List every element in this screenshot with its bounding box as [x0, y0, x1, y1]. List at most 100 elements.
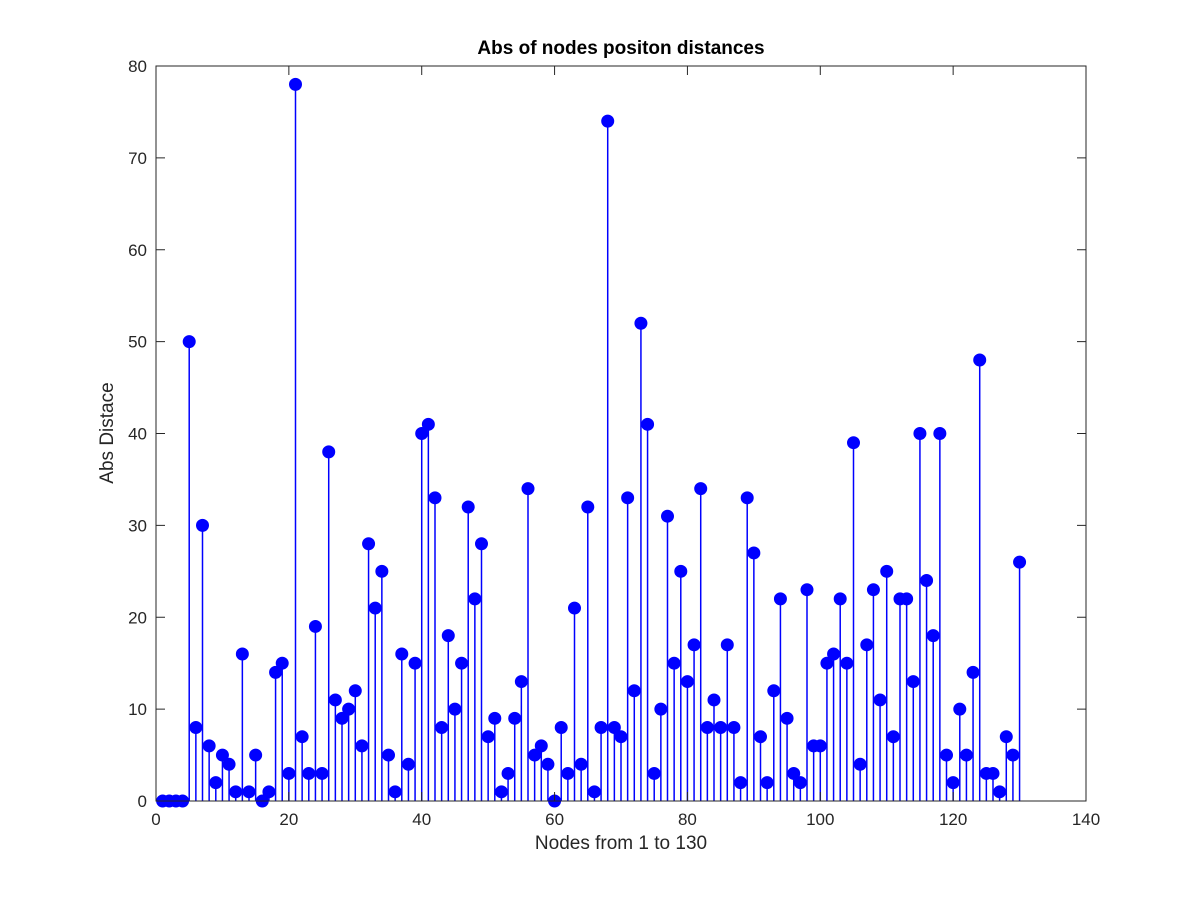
x-ticks-group: 0 20 40 60 80 100 120 140 [151, 66, 1100, 829]
stem-marker [315, 766, 329, 780]
y-ticks-group: 0 10 20 30 40 50 60 70 80 [128, 57, 1086, 811]
x-axis-label: Nodes from 1 to 130 [535, 833, 707, 854]
stem-marker [514, 675, 528, 689]
stem-marker [680, 675, 694, 689]
stem-marker [322, 445, 336, 459]
stem-marker [906, 675, 920, 689]
stem-marker [594, 721, 608, 734]
stem-marker [820, 656, 834, 670]
stem-marker [966, 665, 980, 679]
stem-marker [455, 656, 469, 670]
stem-marker [940, 748, 953, 762]
stem-marker [634, 316, 648, 330]
stem-marker [860, 638, 874, 652]
stem-marker [554, 721, 568, 734]
stem-marker [866, 583, 880, 597]
stem-marker [694, 482, 708, 496]
y-tick-label: 10 [128, 700, 147, 719]
stem-marker [720, 638, 734, 652]
stem-marker [880, 564, 894, 578]
stem-marker [813, 739, 827, 753]
stem-marker [488, 711, 502, 725]
stem-marker [448, 702, 462, 716]
stem-marker [614, 730, 628, 744]
stem-marker [308, 619, 322, 633]
stem-marker [853, 757, 867, 771]
y-tick-label: 70 [128, 149, 147, 168]
stem-marker [269, 665, 283, 679]
stem-marker [528, 748, 542, 762]
stem-marker [581, 500, 595, 514]
stem-marker [368, 601, 382, 615]
stem-marker [435, 721, 449, 734]
stem-marker [574, 757, 588, 771]
stem-marker [760, 776, 774, 790]
stem-marker [946, 776, 960, 790]
stem-marker [541, 757, 555, 771]
y-tick-label: 60 [128, 241, 147, 260]
stem-marker [800, 583, 814, 597]
y-tick-label: 50 [128, 333, 147, 352]
x-tick-label: 0 [151, 810, 160, 829]
stem-marker [661, 509, 674, 523]
stem-marker [959, 748, 973, 762]
stem-marker [847, 436, 860, 450]
x-tick-label: 40 [412, 810, 431, 829]
stem-marker [534, 739, 548, 753]
y-tick-label: 20 [128, 608, 147, 627]
stem-marker [568, 601, 581, 615]
y-tick-label: 80 [128, 57, 147, 76]
stem-marker [441, 629, 455, 643]
stem-marker [209, 776, 223, 790]
stem-marker [521, 482, 535, 496]
y-tick-label: 0 [138, 792, 147, 811]
stem-marker [289, 77, 302, 91]
x-tick-label: 120 [939, 810, 967, 829]
stem-marker [408, 656, 422, 670]
stem-marker [840, 656, 854, 670]
stem-marker [468, 592, 482, 606]
stem-marker [687, 638, 701, 652]
stem-marker [780, 711, 794, 725]
stem-marker [601, 114, 615, 128]
stem-marker [707, 693, 721, 707]
stem-marker [727, 721, 741, 734]
x-tick-label: 100 [806, 810, 834, 829]
stem-marker [747, 546, 761, 560]
stem-marker [993, 785, 1007, 799]
stem-marker [415, 427, 429, 440]
stem-marker [654, 702, 668, 716]
stem-marker [714, 721, 728, 734]
stem-marker [475, 537, 488, 551]
stem-marker [508, 711, 522, 725]
stem-marker [342, 702, 356, 716]
stem-marker [461, 500, 475, 514]
stem-marker [235, 647, 249, 661]
stem-marker [328, 693, 342, 707]
x-tick-label: 140 [1072, 810, 1100, 829]
stem-marker [787, 766, 801, 780]
stem-marker [873, 693, 887, 707]
x-tick-label: 20 [279, 810, 298, 829]
stem-marker [501, 766, 515, 780]
stem-marker [494, 785, 508, 799]
stem-marker [202, 739, 216, 753]
stem-marker [401, 757, 415, 771]
stem-marker [674, 564, 688, 578]
stem-marker [295, 730, 309, 744]
x-tick-label: 80 [678, 810, 697, 829]
stem-marker [302, 766, 316, 780]
stem-marker [196, 518, 209, 532]
stem-marker [421, 417, 435, 431]
stem-marker [953, 702, 967, 716]
stem-marker [920, 574, 934, 587]
stem-marker [375, 564, 389, 578]
stem-marker [700, 721, 714, 734]
stem-marker [886, 730, 900, 744]
stem-marker [933, 427, 947, 440]
stem-marker [481, 730, 495, 744]
stem-marker [395, 647, 409, 661]
stem-marker [607, 721, 621, 734]
